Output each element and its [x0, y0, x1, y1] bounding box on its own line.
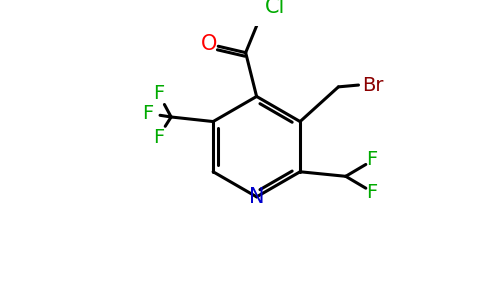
Text: N: N	[249, 187, 264, 207]
Text: F: F	[365, 150, 377, 170]
Text: F: F	[365, 183, 377, 202]
Text: O: O	[201, 34, 217, 53]
Text: F: F	[153, 128, 164, 147]
Text: F: F	[153, 84, 164, 103]
Text: Cl: Cl	[265, 0, 285, 17]
Text: Br: Br	[363, 76, 384, 94]
Text: F: F	[142, 104, 153, 123]
